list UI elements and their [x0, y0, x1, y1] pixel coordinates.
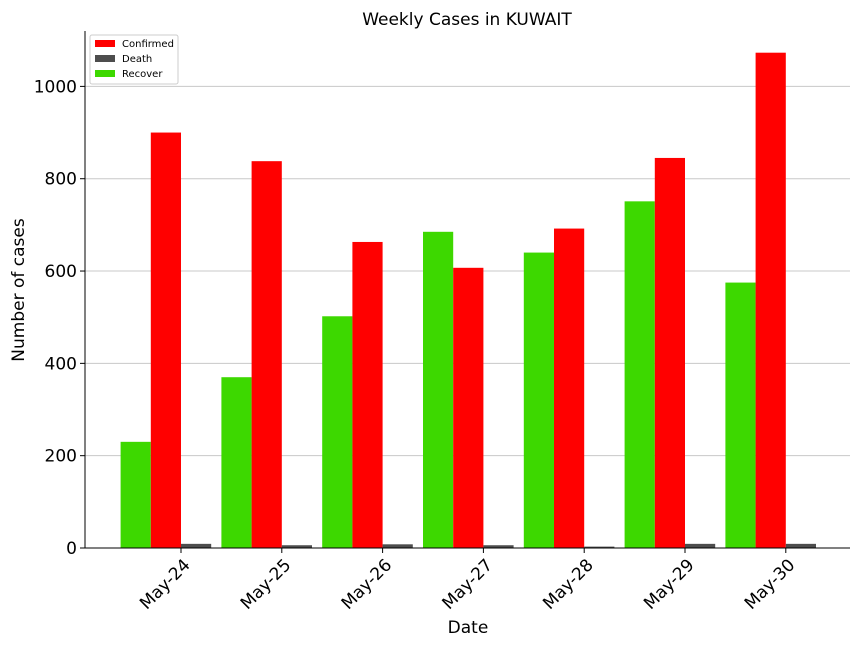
bars — [120, 52, 816, 549]
bar-death-may-30 — [785, 543, 816, 548]
x-tick-label: May-26 — [338, 555, 396, 613]
y-tick-label: 800 — [45, 170, 77, 190]
bar-death-may-25 — [281, 545, 312, 548]
legend: Confirmed Death Recover — [89, 34, 179, 85]
legend-label-confirmed: Confirmed — [122, 39, 174, 50]
x-tick-label: May-29 — [640, 555, 698, 613]
bar-confirmed-may-24 — [150, 132, 181, 548]
chart-title: Weekly Cases in KUWAIT — [362, 10, 572, 30]
x-tick-label: May-25 — [237, 555, 295, 613]
bar-recover-may-24 — [120, 441, 151, 548]
legend-swatch-recover — [95, 70, 115, 77]
bar-death-may-28 — [584, 546, 615, 548]
bar-confirmed-may-25 — [251, 161, 282, 548]
y-ticks: 0 200 400 600 800 1000 — [34, 77, 85, 559]
bar-recover-may-28 — [523, 252, 554, 549]
bar-recover-may-26 — [322, 316, 353, 548]
legend-swatch-confirmed — [95, 40, 115, 47]
y-tick-label: 200 — [45, 447, 77, 467]
bar-confirmed-may-28 — [554, 228, 585, 548]
bar-death-may-29 — [685, 543, 716, 548]
x-ticks: May-24 May-25 May-26 May-27 May-28 May-29 May-… — [136, 548, 799, 614]
y-tick-label: 400 — [45, 354, 77, 374]
bar-death-may-27 — [483, 545, 514, 548]
y-tick-label: 1000 — [34, 77, 77, 97]
x-tick-label: May-24 — [136, 555, 194, 613]
x-tick-label: May-27 — [439, 555, 497, 613]
legend-swatch-death — [95, 55, 115, 62]
legend-label-recover: Recover — [122, 69, 163, 80]
bar-recover-may-27 — [423, 231, 454, 548]
legend-label-death: Death — [122, 54, 152, 65]
bar-confirmed-may-27 — [453, 267, 484, 548]
x-tick-label: May-28 — [539, 555, 597, 613]
bar-confirmed-may-26 — [352, 241, 383, 548]
y-tick-label: 600 — [45, 262, 77, 282]
bar-death-may-24 — [181, 543, 212, 548]
x-axis-label: Date — [448, 618, 489, 638]
bar-confirmed-may-29 — [654, 157, 685, 549]
x-tick-label: May-30 — [741, 555, 799, 613]
bar-death-may-26 — [382, 544, 413, 548]
y-axis-label: Number of cases — [9, 218, 29, 362]
y-tick-label: 0 — [66, 539, 77, 559]
bar-recover-may-25 — [221, 377, 252, 548]
bar-confirmed-may-30 — [755, 52, 786, 549]
bar-recover-may-29 — [624, 201, 655, 548]
bar-recover-may-30 — [725, 282, 756, 548]
